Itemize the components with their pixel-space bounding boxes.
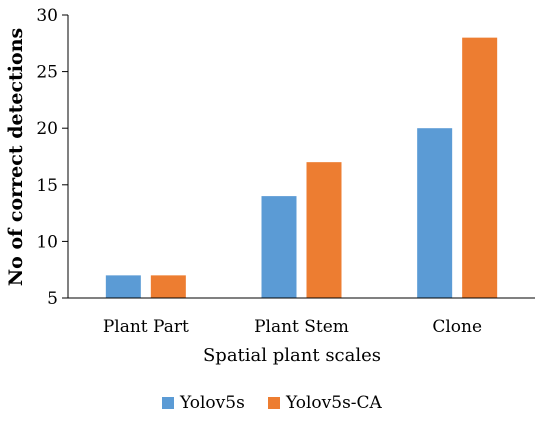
x-tick-label: Plant Stem [254, 317, 349, 337]
x-tick-label: Plant Part [103, 317, 189, 337]
x-axis-title: Spatial plant scales [203, 345, 381, 366]
legend-swatch [162, 397, 174, 409]
bar-yolov5s-ca-clone [462, 37, 498, 298]
y-tick-label: 5 [47, 289, 58, 309]
bars [105, 37, 498, 298]
y-tick-label: 15 [36, 176, 58, 196]
bar-yolov5s-clone [417, 128, 453, 298]
x-axis-tick-labels: Plant Part Plant Stem Clone [103, 317, 482, 337]
legend-label: Yolov5s-CA [285, 393, 383, 413]
legend: Yolov5s Yolov5s-CA [162, 393, 383, 413]
legend-swatch [268, 397, 280, 409]
bar-yolov5s-ca-plant-stem [306, 162, 342, 298]
bar-yolov5s-plant-part [105, 275, 141, 298]
legend-label: Yolov5s [179, 393, 245, 413]
bar-yolov5s-ca-plant-part [150, 275, 186, 298]
bar-yolov5s-plant-stem [261, 196, 297, 298]
y-tick-label: 20 [36, 119, 58, 139]
y-tick-label: 10 [36, 232, 58, 252]
y-tick-label: 30 [36, 6, 58, 26]
y-axis-title: No of correct detections [5, 28, 27, 286]
y-axis-ticks: 5 10 15 20 25 30 [36, 6, 68, 309]
y-tick-label: 25 [36, 63, 58, 83]
x-tick-label: Clone [432, 317, 482, 337]
